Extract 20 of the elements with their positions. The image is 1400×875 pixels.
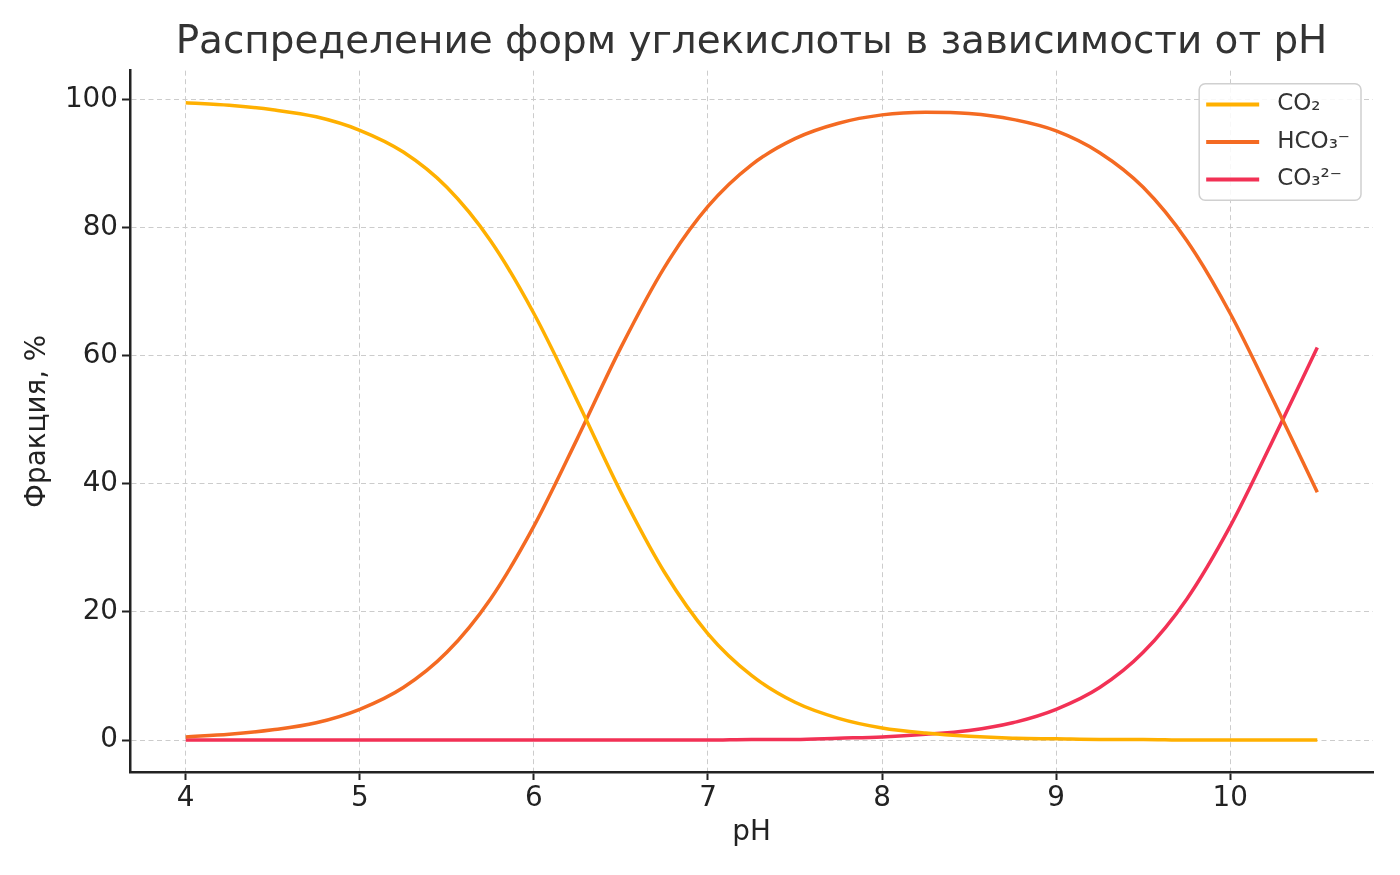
y-tick-label: 60 [82,336,118,370]
legend-label: CO₂ [1277,89,1321,116]
y-tick-label: 80 [82,208,118,242]
x-axis-title: pH [732,813,771,847]
x-tick-label: 4 [176,779,195,813]
y-tick-label: 100 [64,80,118,114]
y-tick-label: 0 [100,721,118,755]
line-series [183,345,1320,742]
legend-label: CO₃²⁻ [1277,164,1342,191]
x-tick-label: 10 [1212,779,1248,813]
x-tick-label: 5 [350,779,369,813]
x-tick-label: 7 [699,779,717,813]
y-tick-label: 20 [82,593,118,627]
chart-title: Распределение форм углекислоты в зависимости от pH [175,17,1328,63]
legend-label: HCO₃⁻ [1277,126,1351,153]
y-axis-title: Фракция, % [18,334,52,508]
x-tick-label: 8 [873,779,891,813]
x-tick-label: 9 [1047,779,1065,813]
y-tick-label: 40 [82,465,118,499]
x-tick-label: 6 [525,779,543,813]
